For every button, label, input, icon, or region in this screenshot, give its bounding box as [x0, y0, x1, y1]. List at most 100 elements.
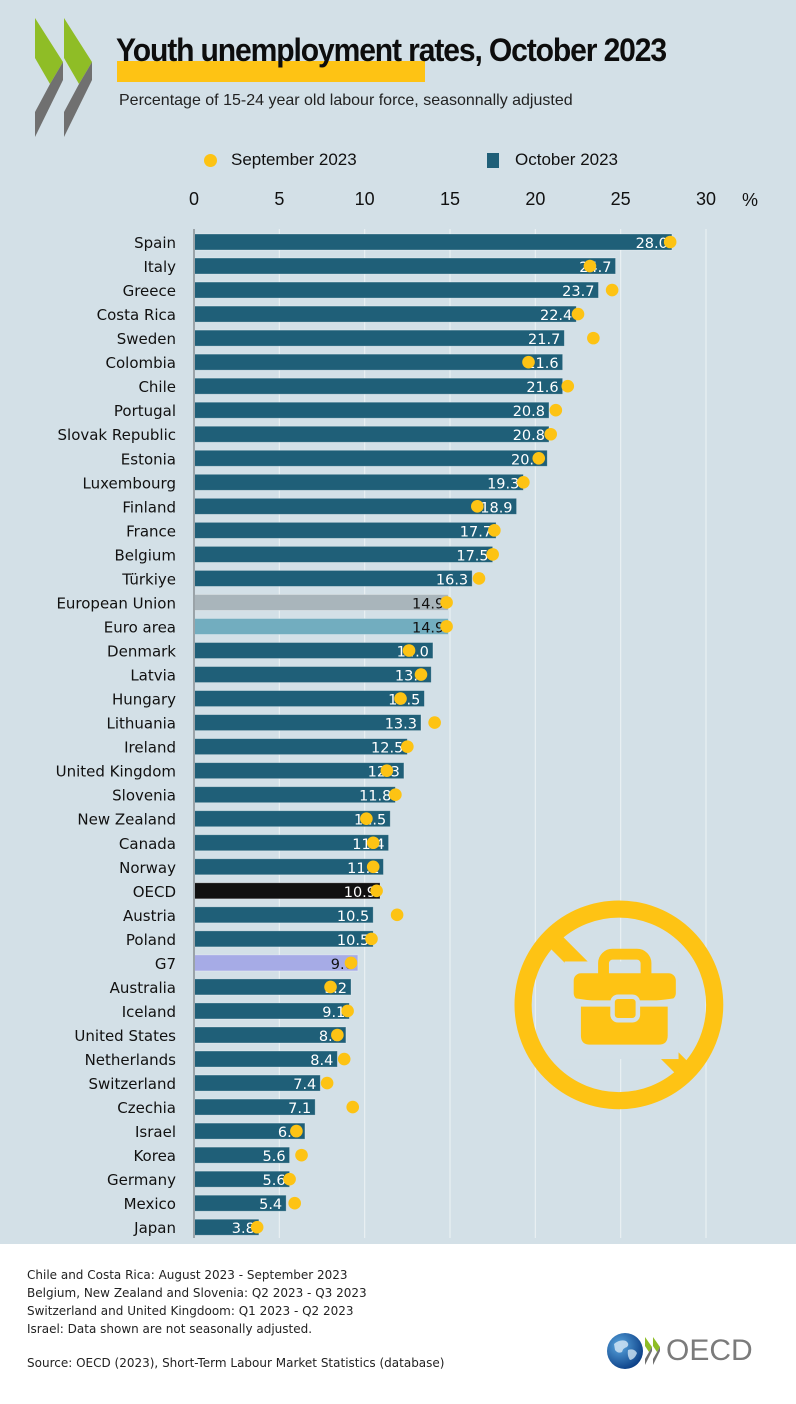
footnote: Switzerland and United Kingdoom: Q1 2023… — [27, 1304, 354, 1318]
dot-september — [549, 403, 563, 417]
category-label: Luxembourg — [83, 474, 177, 492]
oecd-chevrons-small-icon — [645, 1337, 660, 1365]
category-label: Israel — [135, 1123, 176, 1141]
category-label: European Union — [56, 594, 176, 612]
bar-october — [193, 353, 564, 371]
bar-value-label: 21.7 — [528, 332, 560, 348]
category-label: Spain — [134, 234, 176, 252]
category-label: Slovenia — [112, 787, 176, 805]
bars: 28.024.723.722.421.721.621.620.820.820.7… — [193, 233, 673, 1237]
category-label: Slovak Republic — [58, 426, 177, 444]
bar-value-label: 17.5 — [456, 548, 488, 564]
legend-square-icon — [487, 152, 499, 168]
bar-value-label: 10.5 — [337, 909, 369, 925]
bar-october — [193, 449, 548, 467]
x-tick-label: 25 — [611, 189, 631, 209]
dot-september — [283, 1172, 296, 1186]
globe-icon — [607, 1333, 643, 1369]
category-label: Switzerland — [89, 1075, 177, 1093]
dot-september — [428, 716, 441, 729]
oecd-chevrons-logo — [35, 18, 92, 137]
oecd-logo: OECD — [606, 1332, 753, 1370]
category-label: Hungary — [112, 691, 176, 709]
legend-label-october: October 2023 — [515, 150, 619, 169]
category-label: Greece — [123, 282, 176, 300]
category-label: Lithuania — [107, 715, 176, 733]
dot-september — [366, 836, 380, 850]
dot-september — [331, 1028, 344, 1042]
dot-september — [544, 427, 557, 441]
x-tick-label: 20 — [525, 189, 545, 209]
category-label: Canada — [119, 835, 176, 853]
september-dots — [250, 235, 677, 1234]
category-label: Türkiye — [121, 570, 176, 588]
dot-september — [663, 235, 677, 249]
category-label: United States — [74, 1027, 176, 1045]
x-axis-unit-label: % — [742, 190, 758, 210]
category-label: Mexico — [124, 1195, 176, 1213]
dot-september — [394, 692, 407, 705]
category-label: Czechia — [117, 1099, 176, 1117]
dot-september — [365, 932, 378, 946]
dot-september — [389, 788, 402, 801]
legend-label-september: September 2023 — [231, 150, 357, 169]
dot-september — [401, 740, 414, 753]
x-tick-label: 15 — [440, 189, 460, 209]
bar-value-label: 9.1 — [322, 1005, 345, 1021]
bar-october — [193, 257, 616, 275]
legend-item-september: September 2023 — [204, 150, 357, 170]
bar-october — [193, 618, 449, 635]
chart-subtitle: Percentage of 15-24 year old labour forc… — [119, 92, 573, 109]
no-work-briefcase-icon — [514, 900, 724, 1110]
footnotes: Chile and Costa Rica: August 2023 - Sept… — [27, 1266, 367, 1338]
bar-october — [193, 570, 473, 587]
dot-september — [517, 476, 530, 489]
category-label: Belgium — [115, 546, 177, 564]
bar-value-label: 28.0 — [636, 236, 668, 252]
bar-october — [193, 521, 497, 539]
x-tick-label: 5 — [274, 189, 284, 209]
bar-value-label: 18.9 — [480, 500, 512, 516]
x-axis-ticks: 0 5 10 15 20 25 30% — [189, 189, 758, 210]
category-label: Colombia — [106, 354, 177, 372]
dot-september — [486, 548, 499, 561]
bar-value-label: 5.6 — [263, 1149, 286, 1165]
category-label: Latvia — [130, 667, 176, 685]
category-label: Korea — [133, 1147, 176, 1165]
bar-value-label: 12.5 — [371, 741, 403, 757]
category-label: France — [126, 522, 176, 540]
dot-september — [583, 259, 597, 273]
bar-value-label: 21.6 — [526, 380, 558, 396]
bar-october — [193, 497, 517, 515]
chevron-2-gray — [64, 62, 92, 137]
bar-october — [193, 329, 565, 347]
dot-september — [337, 1052, 351, 1066]
dot-september — [440, 596, 453, 609]
category-label: Germany — [107, 1171, 176, 1189]
category-label: Costa Rica — [97, 306, 176, 324]
bar-value-label: 8.4 — [310, 1053, 333, 1069]
bar-october — [193, 233, 673, 251]
bar-value-label: 20.8 — [513, 404, 545, 420]
category-label: Sweden — [117, 330, 176, 348]
category-label: Australia — [110, 979, 176, 997]
dot-september — [288, 1196, 301, 1210]
bar-value-label: 23.7 — [562, 284, 594, 300]
dot-september — [402, 644, 416, 657]
dot-september — [295, 1148, 308, 1162]
category-label: Estonia — [121, 450, 176, 468]
bar-value-label: 16.3 — [436, 572, 468, 588]
category-label: Portugal — [114, 402, 176, 420]
bar-october — [193, 377, 564, 395]
dot-september — [522, 355, 535, 369]
category-label: Norway — [119, 859, 176, 877]
dot-september — [366, 860, 380, 874]
bar-value-label: 13.3 — [385, 717, 417, 733]
dot-september — [324, 980, 337, 994]
category-label: Austria — [123, 907, 176, 925]
dot-september — [360, 812, 373, 826]
dot-september — [290, 1124, 303, 1138]
dot-september — [472, 572, 486, 585]
category-labels: Spain Italy Greece Costa Rica Sweden Colombia… — [56, 234, 177, 1237]
